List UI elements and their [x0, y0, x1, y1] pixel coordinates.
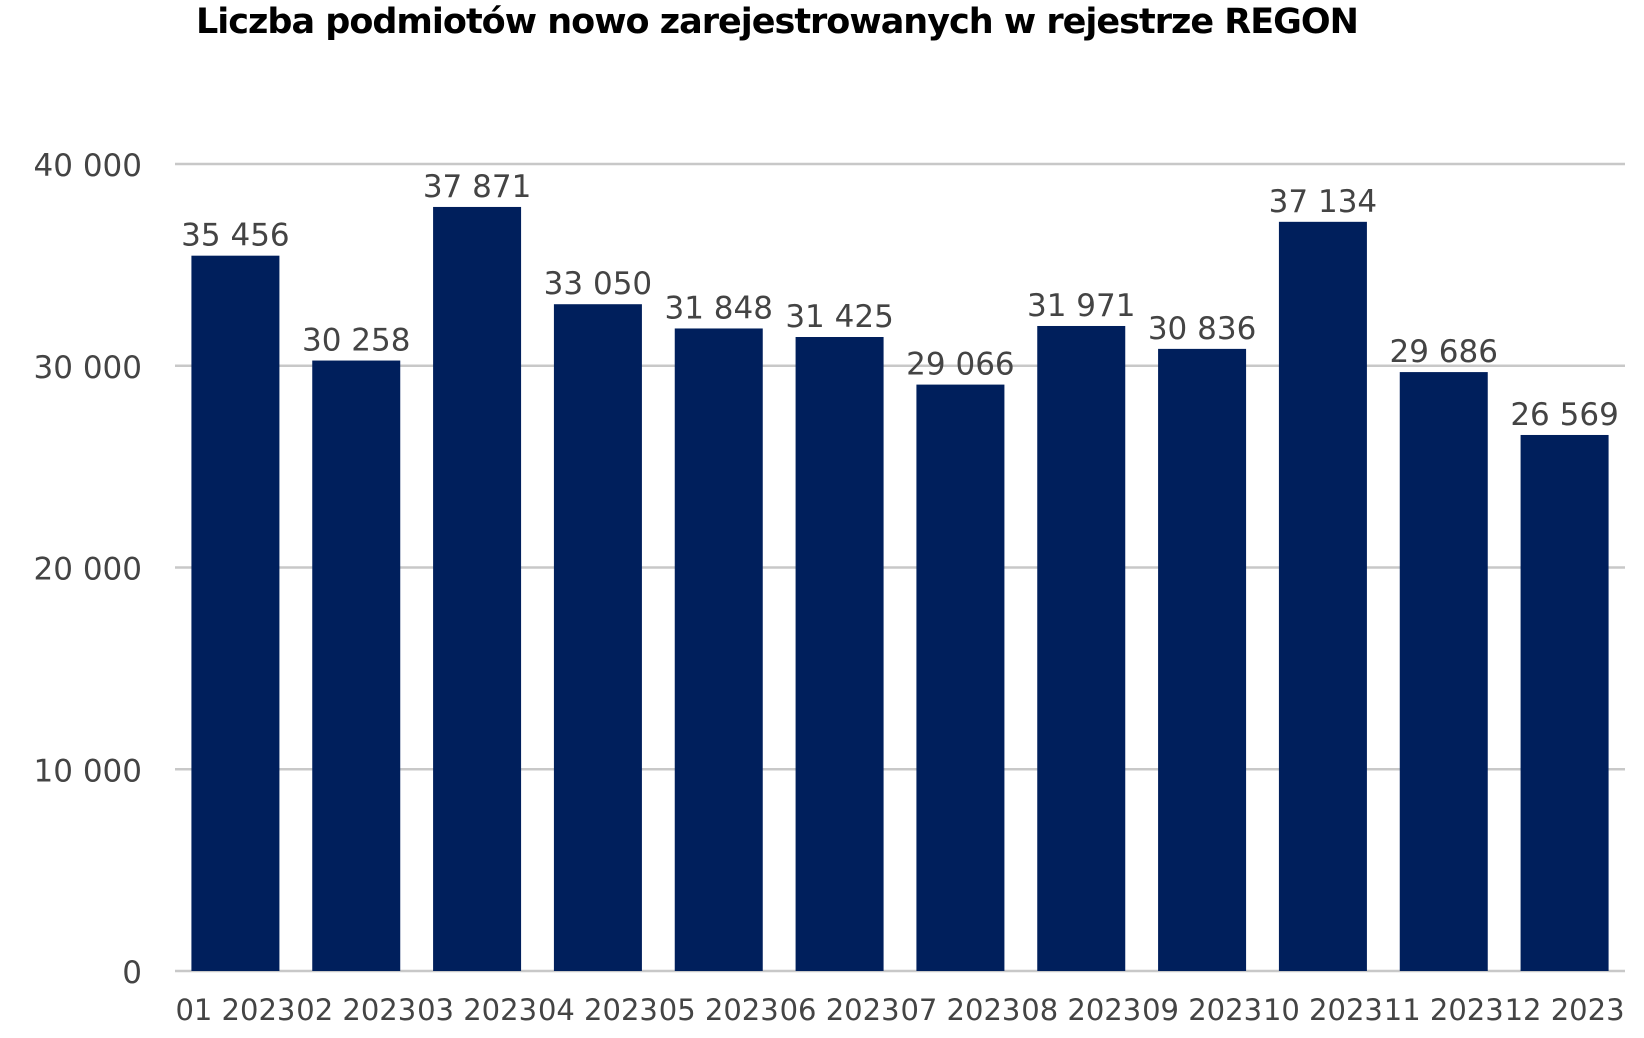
x-tick-label: 06 2023: [780, 993, 900, 1027]
chart-title: Liczba podmiotów nowo zarejestrowanych w…: [196, 2, 1359, 42]
x-tick-label: 10 2023: [1263, 993, 1383, 1027]
data-label: 29 686: [1390, 334, 1498, 370]
bar: [1158, 348, 1247, 972]
bar: [433, 206, 522, 971]
bar: [916, 384, 1005, 971]
data-label: 37 134: [1269, 184, 1377, 220]
bars: [191, 206, 1609, 972]
data-labels: 35 456 30 258 37 871 33 050 31 848 31 425 29 0…: [181, 169, 1619, 433]
data-label: 35 456: [181, 218, 289, 254]
x-tick-label: 12 2023: [1505, 993, 1625, 1027]
data-label: 37 871: [423, 169, 531, 205]
bar: [1278, 221, 1367, 972]
x-tick-label: 02 2023: [296, 993, 416, 1027]
data-label: 31 425: [785, 299, 893, 335]
bar: [674, 328, 763, 971]
x-tick-label: 11 2023: [1384, 993, 1504, 1027]
x-axis-tick-labels: 01 2023 02 2023 03 2023 04 2023 05 2023 06 20…: [175, 993, 1624, 1027]
x-tick-label: 07 2023: [900, 993, 1020, 1027]
y-tick-label: 20 000: [34, 552, 142, 588]
data-label: 26 569: [1510, 397, 1618, 433]
y-tick-label: 30 000: [34, 350, 142, 386]
bar: [1037, 325, 1126, 971]
x-tick-label: 09 2023: [1142, 993, 1262, 1027]
bar: [191, 255, 280, 972]
data-label: 29 066: [906, 347, 1014, 383]
x-tick-label: 03 2023: [417, 993, 537, 1027]
data-label: 31 971: [1027, 288, 1135, 324]
x-tick-label: 08 2023: [1021, 993, 1141, 1027]
bar: [795, 337, 884, 971]
x-tick-label: 05 2023: [659, 993, 779, 1027]
y-axis-tick-labels: 0 10 000 20 000 30 000 40 000: [34, 148, 142, 991]
bar: [1520, 434, 1609, 971]
data-label: 31 848: [665, 290, 773, 326]
y-tick-label: 40 000: [34, 148, 142, 184]
bar: [312, 360, 401, 971]
data-label: 30 836: [1148, 311, 1256, 347]
grid-lines: [175, 162, 1625, 973]
data-label: 30 258: [302, 323, 410, 359]
y-tick-label: 0: [122, 955, 142, 991]
bar: [553, 304, 642, 971]
bar: [1399, 372, 1488, 971]
data-label: 33 050: [544, 266, 652, 302]
y-tick-label: 10 000: [34, 753, 142, 789]
x-tick-label: 01 2023: [175, 993, 295, 1027]
x-tick-label: 04 2023: [538, 993, 658, 1027]
